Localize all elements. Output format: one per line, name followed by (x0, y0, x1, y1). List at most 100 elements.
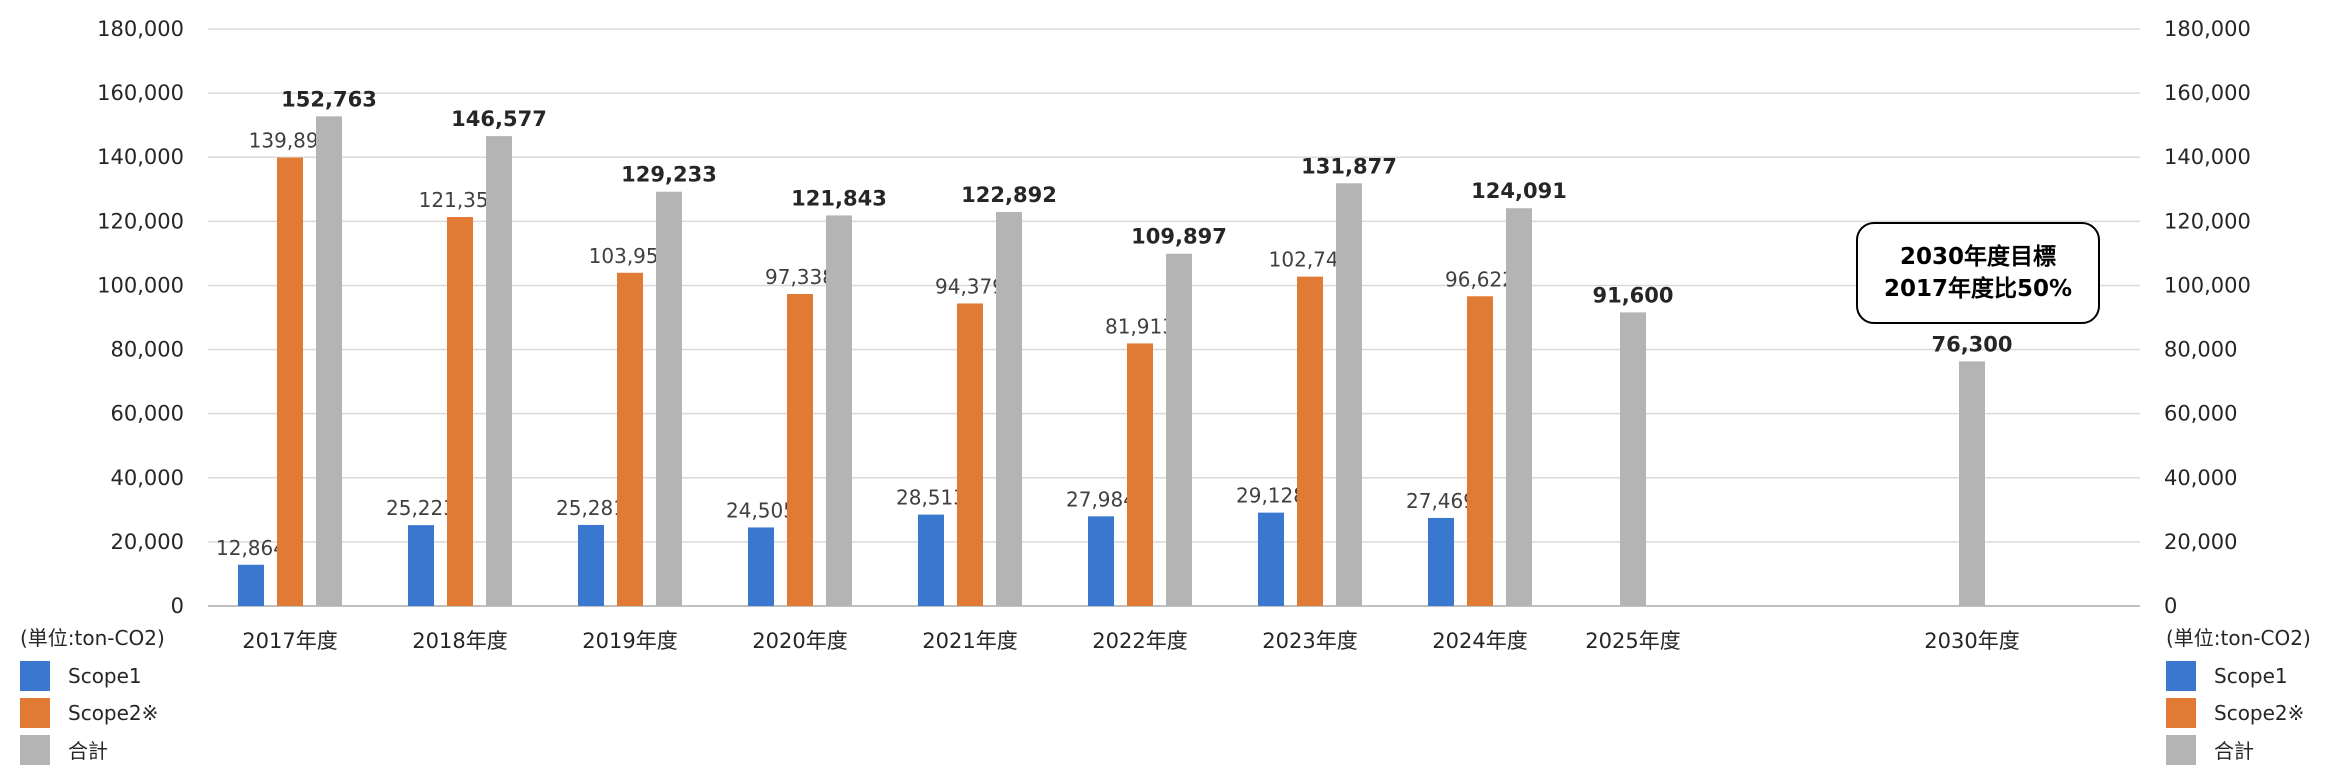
y-tick-label-left: 120,000 (97, 209, 184, 233)
legend-right: (単位:ton-CO2) Scope1 Scope2※ 合計 (2166, 622, 2311, 768)
target-callout-line1: 2030年度目標 (1899, 244, 2056, 270)
y-tick-label-right: 140,000 (2164, 145, 2251, 169)
bar-scope2-2019 (617, 272, 643, 606)
data-label-total-2017: 152,763 (281, 87, 377, 111)
legend-item-total: 合計 (20, 731, 165, 768)
legend-label-scope2-right: Scope2※ (2214, 700, 2305, 725)
target-callout-line2: 2017年度比50% (1883, 276, 2073, 302)
x-category-label: 2022年度 (1092, 629, 1187, 653)
y-tick-label-right: 120,000 (2164, 209, 2251, 233)
x-category-label: 2024年度 (1432, 629, 1527, 653)
bar-scope1-2017 (238, 564, 264, 606)
data-label-total-2024: 124,091 (1471, 179, 1567, 203)
bar-scope1-2022 (1088, 516, 1114, 606)
bar-scope1-2023 (1258, 512, 1284, 606)
legend-item-scope1-right: Scope1 (2166, 657, 2311, 694)
data-label-scope1-2022: 27,984 (1066, 487, 1136, 511)
data-label-total-2018: 146,577 (451, 107, 547, 131)
unit-label-left: (単位:ton-CO2) (20, 626, 165, 650)
x-category-label: 2023年度 (1262, 629, 1357, 653)
data-label-scope1-2019: 25,281 (556, 496, 626, 520)
bar-total-2020 (826, 215, 852, 607)
bar-scope1-2021 (918, 514, 944, 606)
y-tick-label-right: 100,000 (2164, 273, 2251, 297)
legend-item-scope2-right: Scope2※ (2166, 694, 2311, 731)
bar-total-2024 (1506, 208, 1532, 606)
y-tick-label-left: 180,000 (97, 17, 184, 41)
y-tick-label-left: 160,000 (97, 81, 184, 105)
y-tick-label-right: 40,000 (2164, 466, 2237, 490)
data-label-total-2022: 109,897 (1131, 225, 1227, 249)
x-category-label: 2019年度 (582, 629, 677, 653)
bar-total-2021 (996, 212, 1022, 606)
bar-scope2-2021 (957, 303, 983, 606)
y-tick-label-right: 180,000 (2164, 17, 2251, 41)
y-tick-label-left: 80,000 (111, 338, 184, 362)
bar-scope2-2022 (1127, 343, 1153, 606)
x-category-label: 2021年度 (922, 629, 1017, 653)
legend-label-scope1-right: Scope1 (2214, 663, 2288, 688)
legend-item-scope1: Scope1 (20, 657, 165, 694)
y-tick-label-right: 160,000 (2164, 81, 2251, 105)
data-label-scope1-2023: 29,128 (1236, 484, 1306, 508)
data-label-total-2023: 131,877 (1301, 154, 1397, 178)
legend-item-total-right: 合計 (2166, 731, 2311, 768)
bar-scope1-2020 (748, 527, 774, 606)
y-tick-label-left: 140,000 (97, 145, 184, 169)
data-label-scope1-2018: 25,223 (386, 496, 456, 520)
bar-total-2025 (1620, 312, 1646, 606)
bar-total-2022 (1166, 253, 1192, 606)
y-tick-label-left: 20,000 (111, 530, 184, 554)
data-label-scope2-2024: 96,622 (1445, 267, 1515, 291)
legend-swatch-total-right (2166, 734, 2196, 765)
bar-scope2-2017 (277, 157, 303, 606)
data-label-total-2030: 76,300 (1931, 332, 2012, 356)
y-tick-label-left: 60,000 (111, 402, 184, 426)
legend-swatch-scope2-right (2166, 697, 2196, 728)
legend-swatch-scope1-right (2166, 660, 2196, 691)
bar-scope2-2020 (787, 293, 813, 606)
bar-scope2-2018 (447, 216, 473, 606)
bar-total-2018 (486, 136, 512, 606)
legend-swatch-scope2 (20, 697, 50, 728)
y-tick-label-right: 80,000 (2164, 338, 2237, 362)
data-label-total-2020: 121,843 (791, 186, 887, 210)
x-category-label: 2017年度 (242, 629, 337, 653)
x-category-label: 2020年度 (752, 629, 847, 653)
legend-swatch-total (20, 734, 50, 765)
legend-left: (単位:ton-CO2) Scope1 Scope2※ 合計 (20, 622, 165, 768)
legend-label-total: 合計 (68, 739, 108, 763)
bar-scope2-2023 (1297, 276, 1323, 606)
bar-total-2019 (656, 191, 682, 606)
y-tick-label-left: 0 (171, 594, 184, 618)
y-tick-label-right: 0 (2164, 594, 2177, 618)
data-label-total-2019: 129,233 (621, 163, 717, 187)
x-category-label: 2030年度 (1924, 629, 2019, 653)
legend-label-scope1: Scope1 (68, 663, 142, 688)
legend-label-total-right: 合計 (2214, 739, 2254, 763)
unit-label-right: (単位:ton-CO2) (2166, 626, 2311, 650)
legend-swatch-scope1 (20, 660, 50, 691)
data-label-scope1-2024: 27,469 (1406, 489, 1476, 513)
data-label-total-2021: 122,892 (961, 183, 1057, 207)
data-label-scope2-2020: 97,338 (765, 265, 835, 289)
data-label-scope2-2021: 94,379 (935, 274, 1005, 298)
data-label-scope1-2020: 24,505 (726, 498, 796, 522)
bar-scope1-2024 (1428, 517, 1454, 606)
x-category-label: 2018年度 (412, 629, 507, 653)
bar-total-2023 (1336, 183, 1362, 606)
y-tick-label-right: 20,000 (2164, 530, 2237, 554)
legend-label-scope2: Scope2※ (68, 700, 159, 725)
bar-total-2017 (316, 116, 342, 606)
y-tick-label-left: 40,000 (111, 466, 184, 490)
bar-total-2030 (1959, 361, 1985, 606)
data-label-total-2025: 91,600 (1592, 283, 1673, 307)
bar-scope1-2018 (408, 525, 434, 606)
data-label-scope1-2021: 28,513 (896, 486, 966, 510)
bar-scope2-2024 (1467, 296, 1493, 606)
bar-scope1-2019 (578, 524, 604, 606)
x-category-label: 2025年度 (1585, 629, 1680, 653)
y-tick-label-left: 100,000 (97, 273, 184, 297)
y-tick-label-right: 60,000 (2164, 402, 2237, 426)
